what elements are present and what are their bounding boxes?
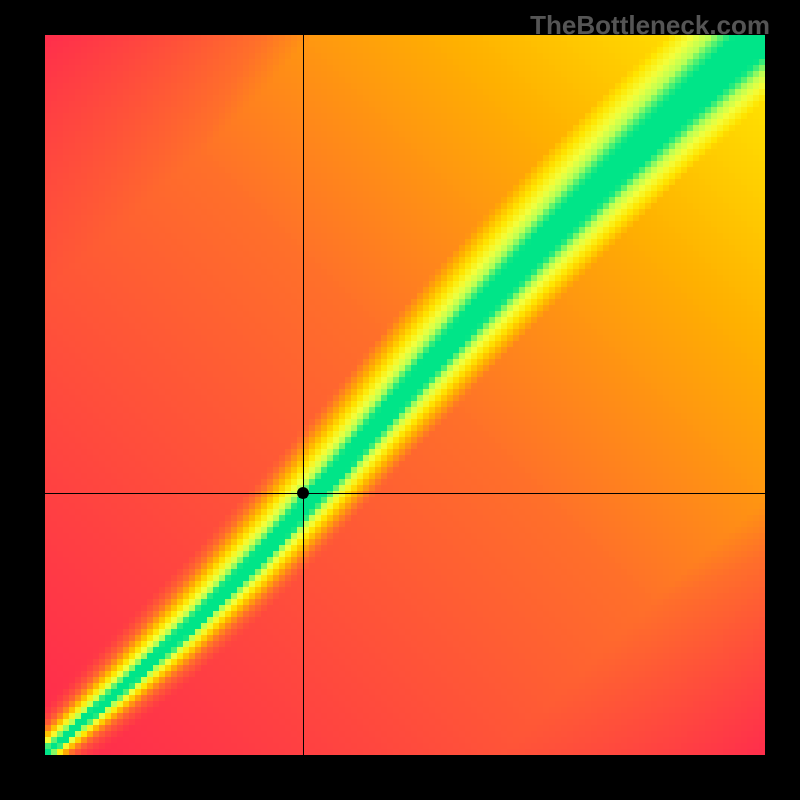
chart-container: TheBottleneck.com	[0, 0, 800, 800]
crosshair-horizontal	[45, 493, 765, 494]
crosshair-marker	[295, 485, 311, 501]
plot-area	[45, 35, 765, 755]
heatmap-canvas	[45, 35, 765, 755]
crosshair-vertical	[303, 35, 304, 755]
